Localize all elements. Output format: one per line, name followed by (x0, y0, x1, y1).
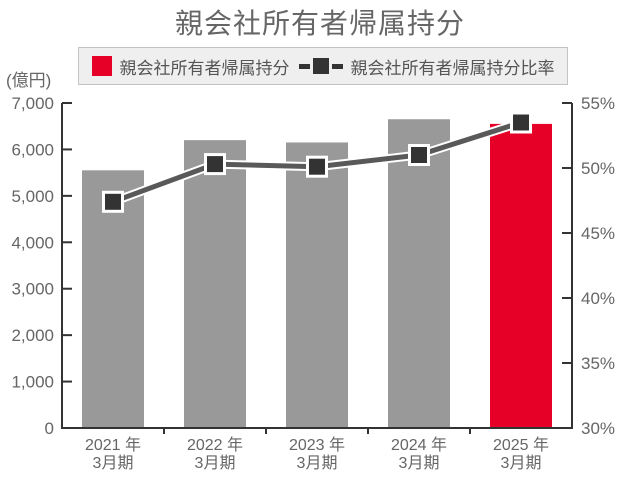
left-axis-tick-label: 2,000 (11, 326, 54, 345)
x-axis-label-period: 3月期 (399, 454, 440, 472)
x-axis-label-year: 2022 年 (187, 436, 243, 454)
bar-2021 年 (82, 170, 144, 429)
chart-title: 親会社所有者帰属持分 (174, 8, 465, 39)
ratio-marker-2024 年 (411, 147, 427, 163)
legend: 親会社所有者帰属持分 親会社所有者帰属持分比率 (78, 47, 568, 85)
left-axis-unit-label: (億円) (6, 71, 52, 90)
right-axis-tick-label: 45% (581, 224, 615, 243)
ratio-marker-2022 年 (207, 156, 223, 173)
right-axis-tick-label: 40% (581, 289, 615, 308)
ratio-marker-2021 年 (105, 193, 121, 210)
x-axis-label-year: 2021 年 (85, 436, 141, 454)
line-dash-icon (298, 63, 310, 69)
ratio-marker-2025 年 (513, 114, 529, 131)
x-axis-label-period: 3月期 (297, 454, 338, 472)
x-axis-label-year: 2025 年 (493, 436, 549, 454)
bar-2023 年 (286, 142, 348, 428)
bar-2024 年 (388, 119, 450, 428)
legend-item-line: 親会社所有者帰属持分比率 (298, 54, 555, 79)
legend-bar-label: 親会社所有者帰属持分 (119, 58, 290, 78)
left-axis-tick-label: 3,000 (11, 280, 54, 299)
x-axis-label-year: 2024 年 (391, 436, 447, 454)
right-axis-tick-label: 50% (581, 159, 615, 178)
left-axis-tick-label: 0 (45, 419, 54, 438)
left-axis-tick-label: 5,000 (11, 187, 54, 206)
x-axis-label-year: 2023 年 (289, 436, 345, 454)
bar-2025 年 (490, 123, 552, 429)
x-axis-label-period: 3月期 (93, 454, 134, 472)
bar-swatch-icon (91, 56, 112, 76)
x-axis-label-period: 3月期 (501, 454, 542, 472)
left-axis-tick-label: 4,000 (11, 233, 54, 252)
line-dash-icon (331, 63, 343, 69)
right-axis-tick-label: 55% (581, 94, 615, 113)
line-square-icon (312, 58, 329, 74)
left-axis-tick-label: 1,000 (11, 373, 54, 392)
bar-2022 年 (184, 140, 246, 428)
right-axis-tick-label: 35% (581, 354, 615, 373)
x-axis-label-period: 3月期 (195, 454, 236, 472)
line-marker-swatch-icon (298, 58, 343, 74)
left-axis-tick-label: 6,000 (11, 140, 54, 159)
ratio-marker-2023 年 (309, 158, 325, 175)
legend-line-label: 親会社所有者帰属持分比率 (350, 58, 555, 78)
left-axis-tick-label: 7,000 (11, 94, 54, 113)
right-axis-tick-label: 30% (581, 419, 615, 438)
legend-item-bar: 親会社所有者帰属持分 (91, 54, 290, 79)
